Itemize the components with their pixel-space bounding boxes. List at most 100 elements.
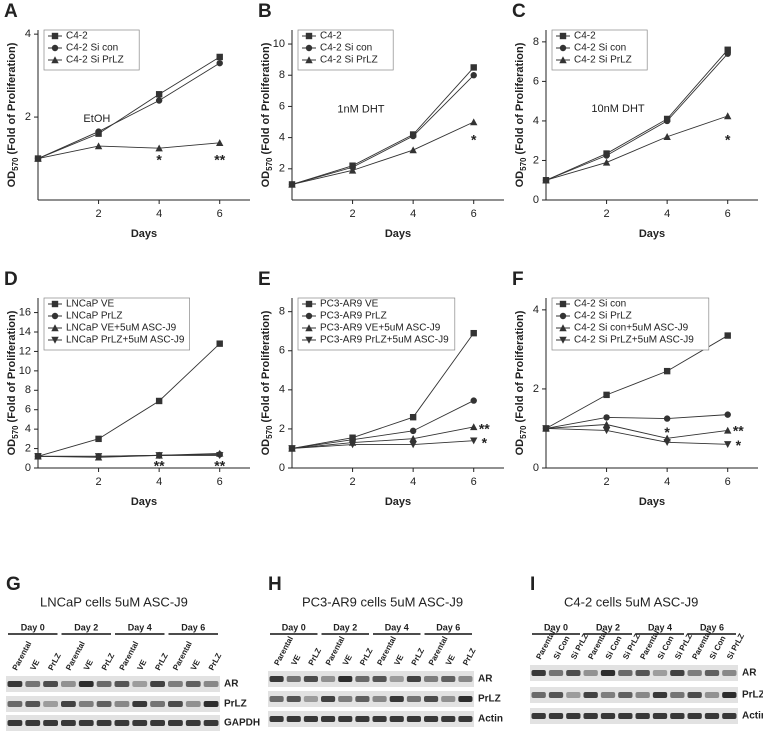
blot-band (150, 720, 165, 726)
marker (288, 180, 296, 188)
marker (663, 117, 671, 125)
series-line (545, 335, 728, 429)
series-line (37, 343, 221, 457)
blot-band (25, 681, 41, 687)
marker (724, 411, 731, 418)
legend-label: C4-2 (66, 31, 88, 42)
x-axis-label: Days (385, 496, 411, 508)
chart-panel: D OD570 (Fold of Proliferation) Days 0 2 4 6 8 1… (4, 269, 250, 508)
row-label: AR (478, 674, 493, 685)
blot-strip (268, 691, 474, 707)
series-line (545, 428, 728, 445)
blot-band (185, 681, 201, 687)
row-label: PrLZ (224, 699, 247, 710)
marker (470, 423, 478, 431)
chart-panel: E OD570 (Fold of Proliferation) Days 0 2 4 6 8 2… (258, 269, 504, 508)
y-tick-label: 2 (533, 154, 539, 166)
legend-marker (51, 44, 59, 52)
blot-band (635, 670, 650, 676)
blot-band (531, 670, 546, 676)
y-tick-label: 16 (19, 306, 31, 318)
legend-marker (305, 32, 313, 40)
series-line (545, 414, 728, 429)
blot-strip (6, 715, 220, 731)
blot-title: C4-2 cells 5uM ASC-J9 (564, 594, 698, 609)
marker (724, 441, 732, 448)
legend-marker (305, 300, 313, 308)
y-axis-label-main: OD (260, 439, 272, 456)
y-axis-label-rest: (Fold of Proliferation) (6, 310, 18, 425)
legend-box (551, 29, 648, 71)
marker (470, 64, 477, 71)
blot-band (687, 713, 702, 719)
y-tick-label: 2 (25, 111, 31, 123)
marker (216, 59, 223, 67)
blot-band (269, 716, 284, 722)
x-tick-label: 6 (217, 476, 223, 488)
marker (724, 50, 731, 57)
x-axis-label: Days (131, 496, 157, 508)
legend-label: LNCaP PrLZ (66, 311, 123, 322)
x-axis-label: Days (131, 228, 157, 240)
series-line (37, 62, 220, 159)
x-tick-label: 2 (350, 208, 356, 220)
day-label: Day 2 (74, 622, 98, 632)
lane-label: VE (341, 653, 354, 667)
y-axis-label-sub: 570 (519, 425, 528, 439)
x-tick-label: 6 (725, 208, 731, 220)
series-line (291, 121, 474, 185)
y-tick-label: 4 (279, 384, 285, 396)
blot-band (61, 720, 76, 726)
blot-band (321, 676, 336, 682)
row-label: Actin (742, 711, 763, 722)
blot-band (114, 720, 130, 726)
day-label: Day 0 (544, 622, 568, 632)
y-tick-label: 10 (19, 365, 31, 377)
x-tick-label: 2 (96, 208, 102, 220)
blot-band (132, 720, 148, 726)
blot-band (321, 696, 336, 702)
blot-band (114, 701, 130, 707)
blot-band (566, 670, 581, 676)
y-axis-label-sub: 570 (265, 425, 274, 439)
y-axis-label-main: OD (6, 171, 18, 188)
marker (216, 53, 223, 61)
marker (216, 452, 224, 460)
x-axis-label: Days (639, 496, 665, 508)
blot-band (78, 681, 94, 687)
blot-band (132, 681, 148, 687)
marker (409, 441, 417, 449)
blot-band (355, 716, 370, 722)
annotation: ** (214, 458, 225, 474)
blot-band (286, 716, 301, 722)
blot-band (548, 713, 564, 719)
blot-band (203, 681, 219, 687)
blot-band (687, 692, 702, 698)
marker (155, 91, 163, 98)
blot-band (338, 716, 353, 722)
blot-band (670, 670, 685, 676)
y-axis-label-main: OD (260, 171, 272, 188)
series-line (37, 142, 220, 159)
marker (409, 146, 417, 154)
blot-band (687, 670, 702, 676)
marker (348, 166, 357, 174)
y-tick-label: 2 (533, 383, 539, 395)
marker (409, 427, 417, 435)
panel-letter: D (4, 269, 18, 290)
blot-band (355, 696, 370, 702)
marker (288, 445, 296, 453)
marker (663, 415, 671, 422)
x-tick-label: 2 (96, 476, 102, 488)
y-axis-label-rest: (Fold of Proliferation) (514, 310, 526, 425)
legend-marker (305, 56, 313, 64)
legend-marker (559, 44, 567, 52)
x-tick-label: 4 (156, 208, 162, 220)
day-label: Day 0 (282, 622, 306, 632)
blot-band (652, 713, 668, 719)
y-axis-label-rest: (Fold of Proliferation) (514, 42, 526, 157)
legend-marker (51, 56, 59, 64)
y-tick-label: 4 (25, 28, 31, 40)
